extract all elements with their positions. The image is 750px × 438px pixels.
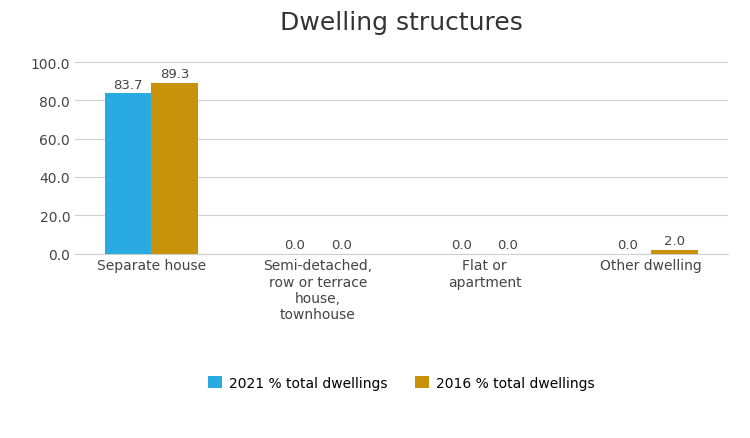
Bar — [152, 83, 198, 254]
Text: 0.0: 0.0 — [497, 239, 518, 252]
Text: 89.3: 89.3 — [160, 68, 189, 81]
Text: 0.0: 0.0 — [617, 239, 638, 252]
Text: 0.0: 0.0 — [284, 239, 305, 252]
Bar — [105, 94, 152, 254]
Title: Dwelling structures: Dwelling structures — [280, 11, 523, 35]
Text: 2.0: 2.0 — [664, 235, 685, 248]
Bar — [651, 250, 698, 254]
Text: 0.0: 0.0 — [331, 239, 352, 252]
Legend: 2021 % total dwellings, 2016 % total dwellings: 2021 % total dwellings, 2016 % total dwe… — [202, 370, 600, 396]
Text: 83.7: 83.7 — [113, 79, 142, 92]
Text: 0.0: 0.0 — [451, 239, 472, 252]
